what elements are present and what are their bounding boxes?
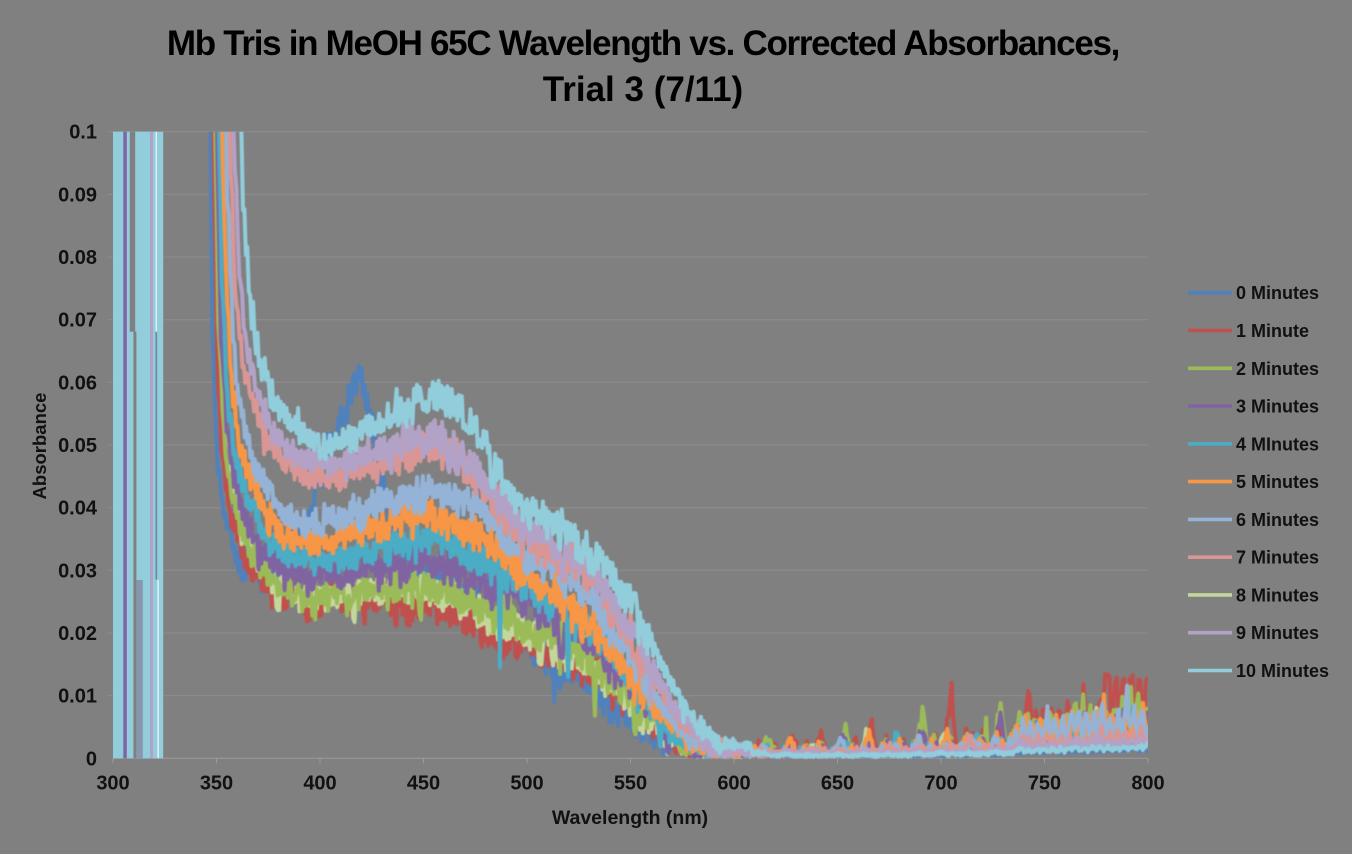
svg-text:450: 450 bbox=[407, 773, 440, 795]
svg-text:350: 350 bbox=[200, 773, 233, 795]
svg-text:550: 550 bbox=[614, 773, 647, 795]
svg-text:7 Minutes: 7 Minutes bbox=[1236, 548, 1319, 568]
svg-text:Trial 3 (7/11): Trial 3 (7/11) bbox=[543, 70, 743, 109]
svg-text:400: 400 bbox=[303, 773, 336, 795]
svg-text:750: 750 bbox=[1028, 773, 1061, 795]
svg-text:2 Minutes: 2 Minutes bbox=[1236, 359, 1319, 379]
svg-text:5 Minutes: 5 Minutes bbox=[1236, 472, 1319, 492]
svg-text:300: 300 bbox=[96, 773, 129, 795]
svg-text:0 Minutes: 0 Minutes bbox=[1236, 283, 1319, 303]
svg-text:8 Minutes: 8 Minutes bbox=[1236, 585, 1319, 605]
svg-text:500: 500 bbox=[510, 773, 543, 795]
svg-text:0.07: 0.07 bbox=[58, 310, 97, 332]
svg-text:0.08: 0.08 bbox=[58, 247, 97, 269]
svg-text:1 Minute: 1 Minute bbox=[1236, 321, 1309, 341]
svg-text:650: 650 bbox=[821, 773, 854, 795]
svg-text:Wavelength (nm): Wavelength (nm) bbox=[552, 807, 708, 829]
svg-text:0.1: 0.1 bbox=[69, 122, 97, 144]
svg-text:0: 0 bbox=[86, 748, 97, 770]
svg-text:0.04: 0.04 bbox=[58, 498, 98, 520]
svg-text:0.03: 0.03 bbox=[58, 560, 97, 582]
svg-text:Mb Tris in MeOH 65C Wavelength: Mb Tris in MeOH 65C Wavelength vs. Corre… bbox=[167, 24, 1119, 63]
svg-text:0.02: 0.02 bbox=[58, 623, 97, 645]
svg-text:700: 700 bbox=[924, 773, 957, 795]
svg-text:0.05: 0.05 bbox=[58, 435, 97, 457]
svg-text:0.09: 0.09 bbox=[58, 184, 97, 206]
svg-text:4 MInutes: 4 MInutes bbox=[1236, 434, 1319, 454]
svg-text:600: 600 bbox=[717, 773, 750, 795]
svg-text:800: 800 bbox=[1131, 773, 1164, 795]
svg-text:0.06: 0.06 bbox=[58, 372, 97, 394]
svg-text:10 Minutes: 10 Minutes bbox=[1236, 661, 1329, 681]
svg-text:3 Minutes: 3 Minutes bbox=[1236, 397, 1319, 417]
svg-text:Absorbance: Absorbance bbox=[29, 393, 50, 500]
svg-text:0.01: 0.01 bbox=[58, 686, 97, 708]
svg-text:6 Minutes: 6 Minutes bbox=[1236, 510, 1319, 530]
svg-text:9 Minutes: 9 Minutes bbox=[1236, 623, 1319, 643]
